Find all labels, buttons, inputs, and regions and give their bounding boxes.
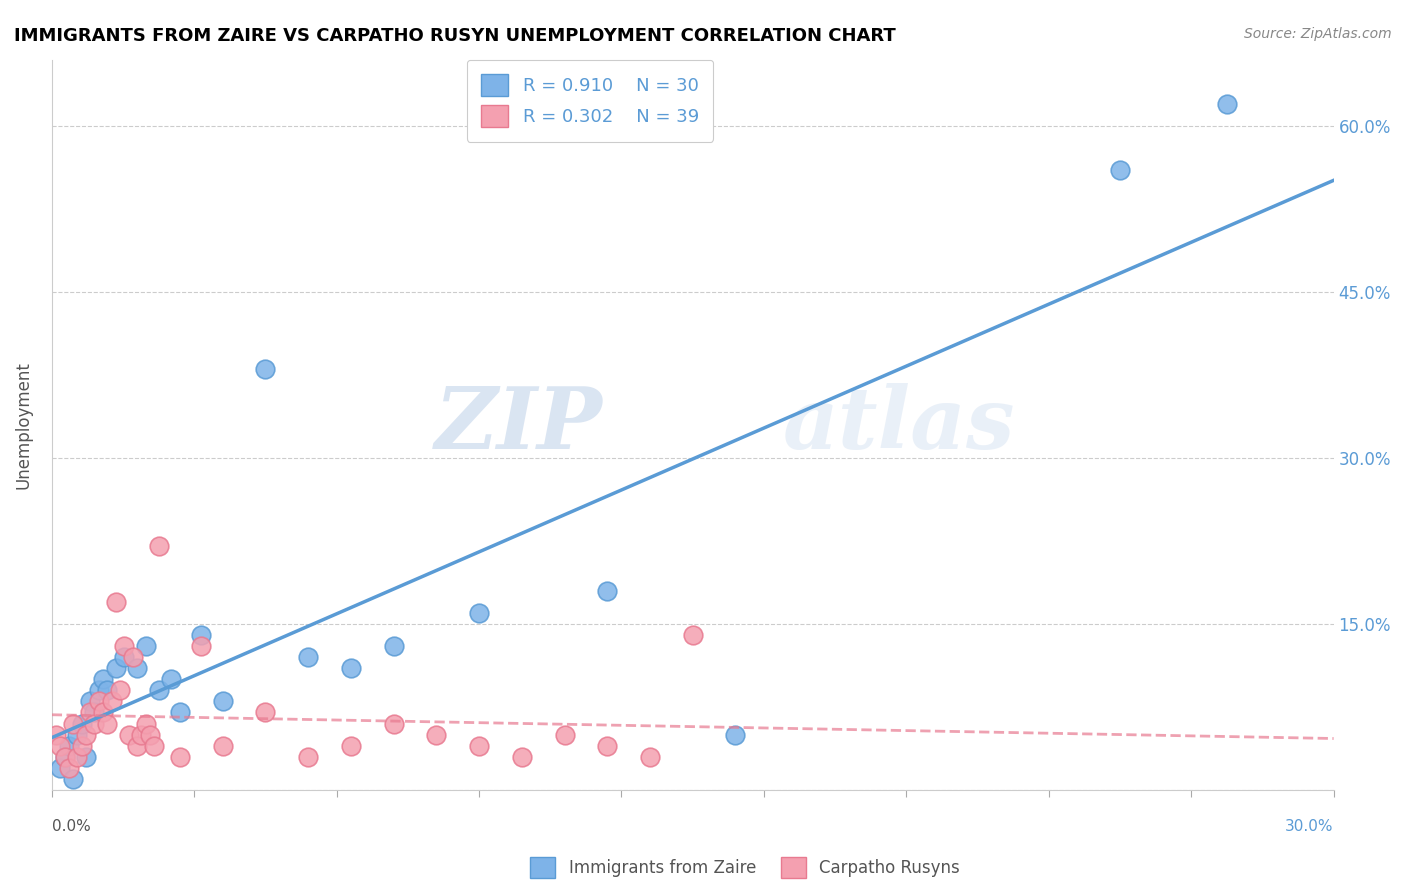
Point	[139, 728, 162, 742]
Point	[127, 739, 149, 753]
Point	[254, 362, 277, 376]
Point	[70, 716, 93, 731]
Text: IMMIGRANTS FROM ZAIRE VS CARPATHO RUSYN UNEMPLOYMENT CORRELATION CHART: IMMIGRANTS FROM ZAIRE VS CARPATHO RUSYN …	[14, 27, 896, 45]
Point	[112, 650, 135, 665]
Point	[66, 728, 89, 742]
Point	[131, 728, 153, 742]
Point	[75, 749, 97, 764]
Point	[1109, 163, 1132, 178]
Text: atlas: atlas	[782, 383, 1015, 467]
Point	[382, 716, 405, 731]
Point	[83, 706, 105, 720]
Point	[75, 728, 97, 742]
Point	[118, 728, 141, 742]
Point	[49, 761, 72, 775]
Point	[148, 540, 170, 554]
Point	[254, 706, 277, 720]
Point	[79, 706, 101, 720]
Point	[53, 749, 76, 764]
Point	[87, 694, 110, 708]
Point	[45, 728, 67, 742]
Text: Source: ZipAtlas.com: Source: ZipAtlas.com	[1244, 27, 1392, 41]
Point	[62, 772, 84, 786]
Point	[100, 694, 122, 708]
Point	[143, 739, 166, 753]
Point	[135, 639, 157, 653]
Point	[122, 650, 145, 665]
Point	[91, 673, 114, 687]
Point	[66, 749, 89, 764]
Point	[510, 749, 533, 764]
Point	[297, 749, 319, 764]
Point	[127, 661, 149, 675]
Legend: Immigrants from Zaire, Carpatho Rusyns: Immigrants from Zaire, Carpatho Rusyns	[523, 851, 967, 884]
Point	[596, 739, 619, 753]
Point	[70, 739, 93, 753]
Text: 0.0%: 0.0%	[52, 819, 90, 834]
Point	[468, 739, 491, 753]
Point	[58, 739, 80, 753]
Point	[112, 639, 135, 653]
Point	[596, 583, 619, 598]
Point	[724, 728, 747, 742]
Point	[148, 683, 170, 698]
Point	[79, 694, 101, 708]
Point	[1216, 96, 1239, 111]
Point	[49, 739, 72, 753]
Point	[104, 661, 127, 675]
Text: ZIP: ZIP	[434, 383, 603, 467]
Point	[382, 639, 405, 653]
Point	[87, 683, 110, 698]
Point	[340, 739, 363, 753]
Point	[169, 706, 191, 720]
Point	[104, 595, 127, 609]
Point	[96, 716, 118, 731]
Point	[211, 739, 233, 753]
Point	[297, 650, 319, 665]
Legend: R = 0.910    N = 30, R = 0.302    N = 39: R = 0.910 N = 30, R = 0.302 N = 39	[467, 60, 713, 142]
Point	[169, 749, 191, 764]
Point	[91, 706, 114, 720]
Point	[682, 628, 704, 642]
Point	[553, 728, 575, 742]
Point	[135, 716, 157, 731]
Point	[190, 639, 212, 653]
Point	[96, 683, 118, 698]
Point	[638, 749, 661, 764]
Point	[62, 716, 84, 731]
Y-axis label: Unemployment: Unemployment	[15, 361, 32, 489]
Point	[468, 606, 491, 620]
Text: 30.0%: 30.0%	[1285, 819, 1334, 834]
Point	[160, 673, 183, 687]
Point	[53, 749, 76, 764]
Point	[58, 761, 80, 775]
Point	[340, 661, 363, 675]
Point	[108, 683, 131, 698]
Point	[425, 728, 447, 742]
Point	[211, 694, 233, 708]
Point	[83, 716, 105, 731]
Point	[190, 628, 212, 642]
